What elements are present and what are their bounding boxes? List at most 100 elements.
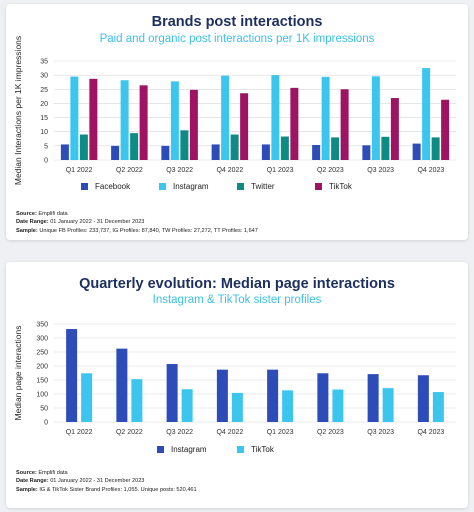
bar-instagram: [267, 369, 279, 422]
legend-label: Facebook: [95, 182, 131, 191]
bar-instagram: [422, 68, 431, 160]
date-range-text: 01 January 2022 - 31 December 2023: [48, 478, 145, 485]
x-tick-label: Q3 2022: [166, 167, 193, 174]
bar-instagram: [367, 374, 379, 422]
bar-tiktok: [139, 85, 148, 160]
legend-swatch: [81, 183, 88, 190]
bar-instagram: [317, 373, 329, 422]
chart-title: Brands post interactions: [151, 14, 323, 30]
y-tick-label: 5: [44, 143, 48, 150]
bar-twitter: [230, 134, 239, 160]
bar-facebook: [362, 145, 371, 160]
date-range-label: Date Range:: [16, 219, 49, 226]
sample-text: IG & TikTok Sister Brand Profiles: 1,055…: [37, 486, 197, 493]
x-tick-label: Q1 2023: [267, 167, 294, 174]
bar-instagram: [70, 76, 79, 160]
bar-instagram: [417, 375, 429, 422]
bar-tiktok: [131, 379, 143, 422]
bar-facebook: [60, 144, 69, 160]
bar-instagram: [321, 76, 330, 160]
y-tick-label: 100: [36, 392, 48, 399]
y-tick-label: 35: [40, 59, 48, 66]
bar-tiktok: [340, 89, 349, 160]
y-tick-label: 10: [40, 129, 48, 136]
x-tick-label: Q4 2022: [216, 429, 243, 436]
x-tick-label: Q1 2022: [66, 429, 93, 436]
source-text: Emplifi data: [36, 470, 68, 476]
bar-chart-page-interactions: 0 50 100 150 200 250 300 350 Median page interac…: [13, 322, 456, 454]
bar-twitter: [280, 136, 289, 160]
x-tick-label: Q3 2023: [367, 167, 394, 174]
bar-tiktok: [231, 392, 243, 422]
bar-tiktok: [189, 89, 198, 160]
legend-swatch: [237, 446, 244, 453]
bar-tiktok: [89, 78, 98, 160]
bar-chart-interactions: 0 5 10 15 20 25 30 35 Median Interactions per 1K…: [13, 36, 456, 191]
bar-instagram: [216, 369, 228, 422]
y-tick-label: 200: [36, 364, 48, 371]
bar-tiktok: [181, 389, 193, 422]
legend-label: Instagram: [173, 182, 209, 191]
x-tick-label: Q2 2023: [317, 429, 344, 436]
legend-swatch: [315, 183, 322, 190]
y-tick-label: 300: [36, 336, 48, 343]
bar-facebook: [211, 144, 220, 160]
chart-footer: Source: Emplifi data Date Range: 01 Janu…: [16, 469, 197, 494]
y-tick-label: 150: [36, 378, 48, 385]
legend-label: Instagram: [171, 445, 207, 454]
bar-instagram: [116, 348, 128, 422]
bar-instagram: [221, 75, 230, 160]
bar-instagram: [166, 364, 178, 422]
date-range-text: 01 January 2022 - 31 December 2023: [48, 219, 145, 226]
bar-tiktok: [240, 93, 249, 160]
y-tick-label: 50: [40, 406, 48, 413]
bar-instagram: [371, 76, 380, 160]
bar-facebook: [312, 145, 321, 160]
legend-label: TikTok: [251, 445, 275, 454]
legend-swatch: [157, 446, 164, 453]
bar-twitter: [180, 130, 189, 160]
x-tick-label: Q4 2023: [417, 429, 444, 436]
bar-instagram: [66, 329, 78, 422]
chart-subtitle: Instagram & TikTok sister profiles: [152, 294, 322, 306]
bar-facebook: [111, 145, 120, 160]
chart-card-page-interactions: Quarterly evolution: Median page interac…: [6, 262, 468, 508]
sample-text: Unique FB Profiles: 233,737, IG Profiles…: [37, 227, 258, 234]
y-tick-label: 20: [40, 101, 48, 108]
bar-facebook: [161, 145, 170, 160]
y-axis-label: Median page interactions: [13, 326, 23, 421]
x-tick-label: Q4 2023: [417, 167, 444, 174]
sample-label: Sample:: [16, 486, 38, 493]
x-tick-label: Q2 2022: [116, 429, 143, 436]
bar-twitter: [431, 137, 440, 160]
legend-label: TikTok: [329, 182, 353, 191]
x-tick-label: Q3 2023: [367, 429, 394, 436]
source-label: Source:: [16, 470, 37, 476]
bar-instagram: [271, 75, 280, 160]
legend-swatch: [237, 183, 244, 190]
bar-twitter: [331, 137, 340, 160]
x-tick-label: Q3 2022: [166, 429, 193, 436]
y-tick-label: 30: [40, 73, 48, 80]
y-axis-label: Median Interactions per 1K impressions: [13, 36, 23, 185]
chart-subtitle: Paid and organic post interactions per 1…: [99, 33, 375, 45]
bar-tiktok: [432, 392, 444, 422]
bar-tiktok: [81, 373, 93, 422]
date-range-label: Date Range:: [16, 478, 49, 485]
x-tick-label: Q2 2023: [317, 167, 344, 174]
x-tick-label: Q4 2022: [216, 167, 243, 174]
x-tick-label: Q1 2022: [66, 167, 93, 174]
source-text: Emplifi data: [36, 211, 68, 217]
bar-twitter: [130, 133, 139, 160]
bar-facebook: [261, 144, 270, 160]
y-tick-label: 15: [40, 115, 48, 122]
chart-card-interactions: Brands post interactions Paid and organi…: [6, 4, 468, 240]
bar-instagram: [170, 81, 179, 160]
x-tick-label: Q1 2023: [267, 429, 294, 436]
chart-title: Quarterly evolution: Median page interac…: [79, 276, 395, 292]
x-tick-label: Q2 2022: [116, 167, 143, 174]
y-tick-label: 0: [44, 420, 48, 427]
bar-tiktok: [282, 390, 294, 422]
bar-twitter: [79, 134, 88, 160]
y-tick-label: 350: [36, 322, 48, 329]
